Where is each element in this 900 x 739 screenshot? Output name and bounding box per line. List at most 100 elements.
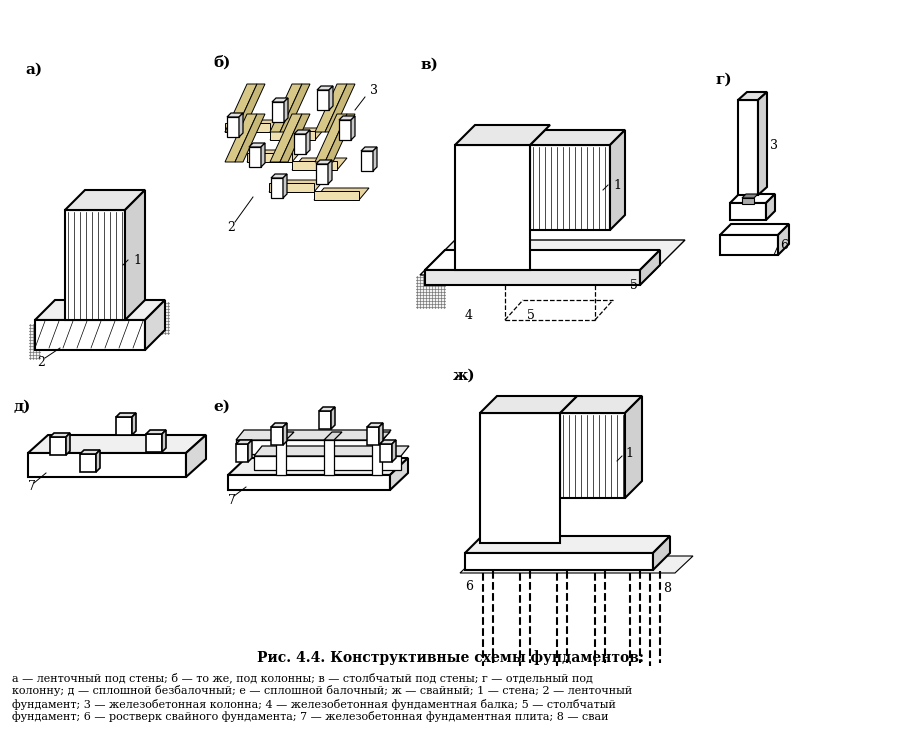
Polygon shape [50, 433, 70, 437]
Polygon shape [372, 440, 382, 475]
Polygon shape [227, 113, 243, 117]
Polygon shape [162, 430, 166, 452]
Polygon shape [392, 440, 396, 462]
Polygon shape [653, 536, 670, 570]
Polygon shape [28, 453, 186, 477]
Polygon shape [339, 120, 351, 140]
Polygon shape [420, 240, 685, 275]
Polygon shape [306, 130, 310, 154]
Polygon shape [280, 84, 310, 132]
Polygon shape [314, 191, 359, 200]
Polygon shape [254, 446, 409, 456]
Polygon shape [560, 396, 642, 413]
Polygon shape [610, 130, 625, 230]
Polygon shape [380, 444, 392, 462]
Polygon shape [480, 413, 560, 543]
Polygon shape [96, 450, 100, 472]
Polygon shape [276, 440, 286, 475]
Polygon shape [116, 417, 132, 435]
Polygon shape [50, 437, 66, 455]
Text: 5: 5 [527, 308, 535, 321]
Polygon shape [271, 427, 283, 445]
Polygon shape [283, 174, 287, 198]
Polygon shape [225, 120, 280, 132]
Polygon shape [730, 194, 775, 203]
Text: 1: 1 [613, 179, 621, 191]
Polygon shape [225, 123, 270, 132]
Polygon shape [272, 98, 288, 102]
Polygon shape [228, 475, 390, 490]
Text: фундамент; 3 — железобетонная колонна; 4 — железобетонная фундаментная балка; 5 : фундамент; 3 — железобетонная колонна; 4… [12, 698, 616, 709]
Polygon shape [720, 235, 778, 255]
Polygon shape [249, 143, 265, 147]
Polygon shape [328, 160, 332, 184]
Polygon shape [317, 90, 329, 110]
Polygon shape [778, 224, 789, 255]
Polygon shape [361, 151, 373, 171]
Polygon shape [480, 396, 577, 413]
Polygon shape [314, 188, 369, 200]
Polygon shape [65, 210, 125, 320]
Polygon shape [271, 174, 287, 178]
Text: 8: 8 [663, 582, 671, 594]
Polygon shape [324, 440, 334, 475]
Polygon shape [329, 86, 333, 110]
Polygon shape [270, 84, 302, 132]
Polygon shape [292, 161, 337, 170]
Polygon shape [236, 444, 248, 462]
Text: 2: 2 [37, 355, 45, 369]
Polygon shape [758, 92, 767, 195]
Polygon shape [146, 430, 166, 434]
Polygon shape [261, 143, 265, 167]
Text: 6: 6 [465, 579, 473, 593]
Polygon shape [742, 194, 758, 198]
Text: д): д) [13, 400, 31, 414]
Text: а): а) [25, 63, 42, 77]
Polygon shape [361, 147, 377, 151]
Polygon shape [270, 114, 302, 162]
Polygon shape [146, 434, 162, 452]
Polygon shape [235, 84, 265, 132]
Polygon shape [319, 407, 335, 411]
Polygon shape [276, 432, 294, 440]
Polygon shape [742, 198, 754, 204]
Polygon shape [292, 158, 347, 170]
Polygon shape [319, 411, 331, 429]
Polygon shape [455, 145, 530, 270]
Text: Рис. 4.4. Конструктивные схемы фундаментов:: Рис. 4.4. Конструктивные схемы фундамент… [256, 650, 644, 665]
Polygon shape [460, 556, 693, 573]
Polygon shape [379, 423, 383, 445]
Polygon shape [465, 536, 670, 553]
Polygon shape [247, 150, 302, 162]
Polygon shape [390, 458, 408, 490]
Polygon shape [730, 203, 766, 220]
Text: г): г) [715, 73, 732, 87]
Text: колонну; д — сплошной безбалочный; е — сплошной балочный; ж — свайный; 1 — стена: колонну; д — сплошной безбалочный; е — с… [12, 686, 632, 696]
Polygon shape [294, 130, 310, 134]
Polygon shape [125, 190, 145, 320]
Text: 3: 3 [770, 138, 778, 151]
Polygon shape [269, 183, 314, 192]
Polygon shape [465, 553, 653, 570]
Polygon shape [225, 84, 257, 132]
Polygon shape [367, 427, 379, 445]
Polygon shape [380, 440, 396, 444]
Polygon shape [80, 454, 96, 472]
Polygon shape [66, 433, 70, 455]
Polygon shape [236, 440, 383, 454]
Text: ж): ж) [453, 369, 475, 383]
Polygon shape [116, 413, 136, 417]
Text: е): е) [213, 400, 230, 414]
Text: 6: 6 [780, 239, 788, 251]
Polygon shape [270, 128, 325, 140]
Polygon shape [425, 250, 660, 270]
Polygon shape [80, 450, 100, 454]
Polygon shape [239, 113, 243, 137]
Polygon shape [720, 224, 789, 235]
Text: 4: 4 [465, 308, 473, 321]
Polygon shape [227, 117, 239, 137]
Polygon shape [35, 320, 145, 350]
Text: 1: 1 [133, 253, 141, 267]
Polygon shape [766, 194, 775, 220]
Polygon shape [625, 396, 642, 498]
